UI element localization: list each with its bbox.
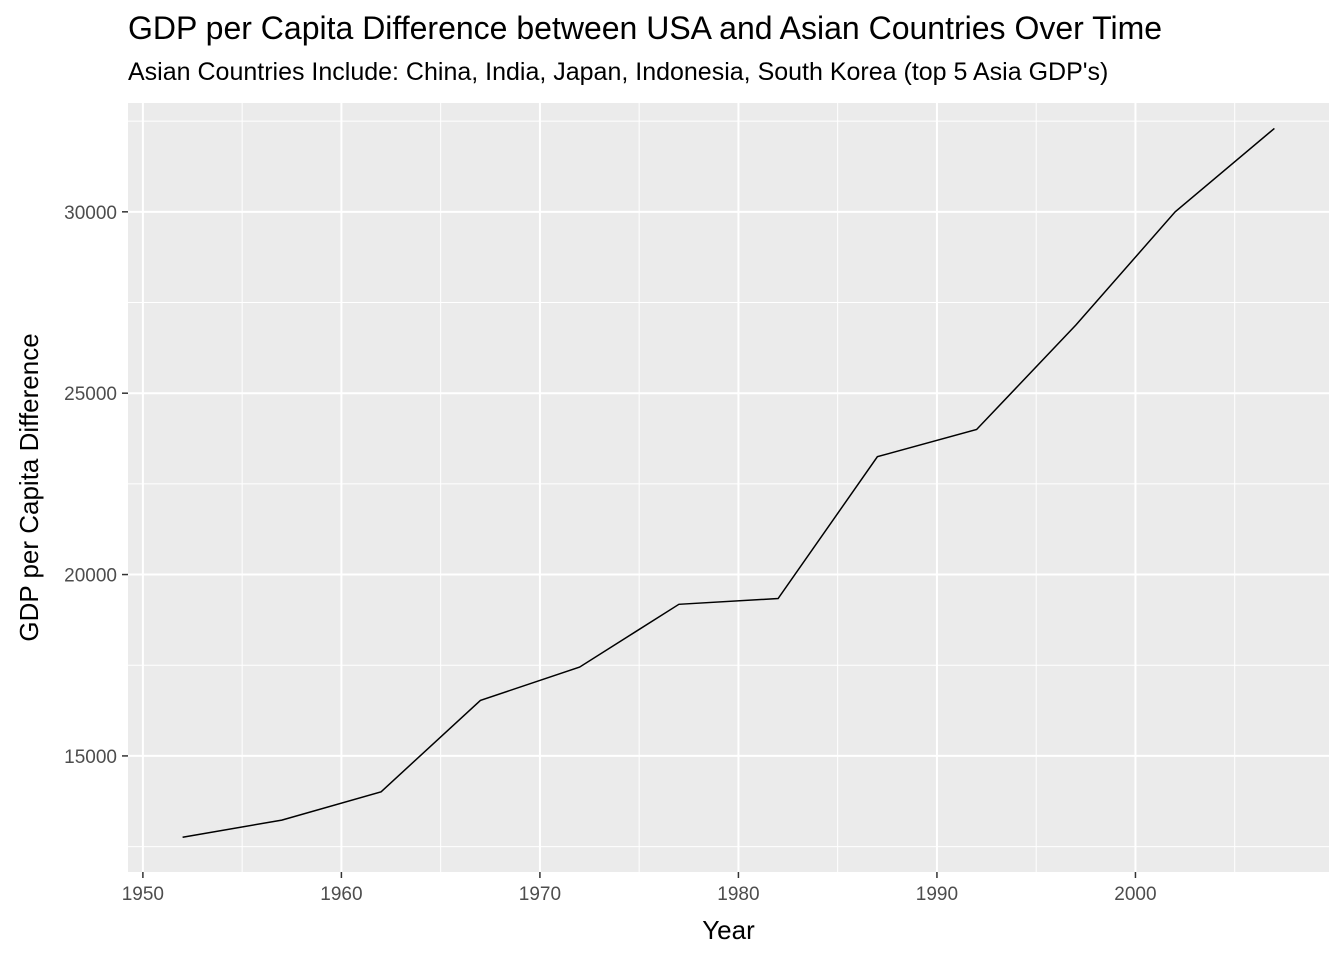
y-tick-label: 25000 (64, 384, 117, 405)
y-tick-label: 30000 (64, 203, 117, 224)
x-axis-title: Year (702, 915, 755, 945)
plot-panel (128, 103, 1329, 872)
x-tick-label: 1970 (519, 884, 561, 905)
y-axis-title: GDP per Capita Difference (14, 333, 44, 641)
x-tick-label: 1990 (916, 884, 958, 905)
major-gridlines (128, 103, 1329, 872)
y-axis: 15000 20000 25000 30000 (64, 203, 128, 768)
x-tick-label: 1980 (717, 884, 759, 905)
x-tick-label: 1960 (320, 884, 362, 905)
x-tick-label: 1950 (122, 884, 164, 905)
chart-subtitle: Asian Countries Include: China, India, J… (128, 58, 1109, 86)
minor-gridlines (128, 103, 1329, 872)
y-tick-label: 15000 (64, 747, 117, 768)
x-tick-label: 2000 (1114, 884, 1156, 905)
x-axis: 1950 1960 1970 1980 1990 2000 (122, 872, 1157, 905)
series-line (182, 127, 1275, 838)
chart-title: GDP per Capita Difference between USA an… (128, 10, 1163, 46)
y-tick-label: 20000 (64, 566, 117, 587)
